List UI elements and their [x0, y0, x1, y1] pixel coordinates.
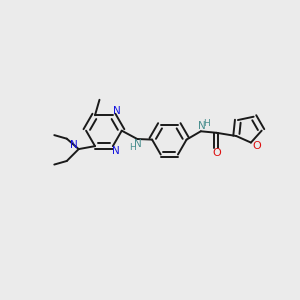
Text: O: O [252, 141, 261, 152]
Text: H: H [203, 119, 210, 128]
Text: N: N [112, 146, 120, 156]
Text: N: N [134, 139, 142, 149]
Text: N: N [70, 140, 78, 150]
Text: N: N [112, 106, 120, 116]
Text: O: O [212, 148, 221, 158]
Text: N: N [197, 121, 205, 131]
Text: H: H [129, 142, 136, 152]
